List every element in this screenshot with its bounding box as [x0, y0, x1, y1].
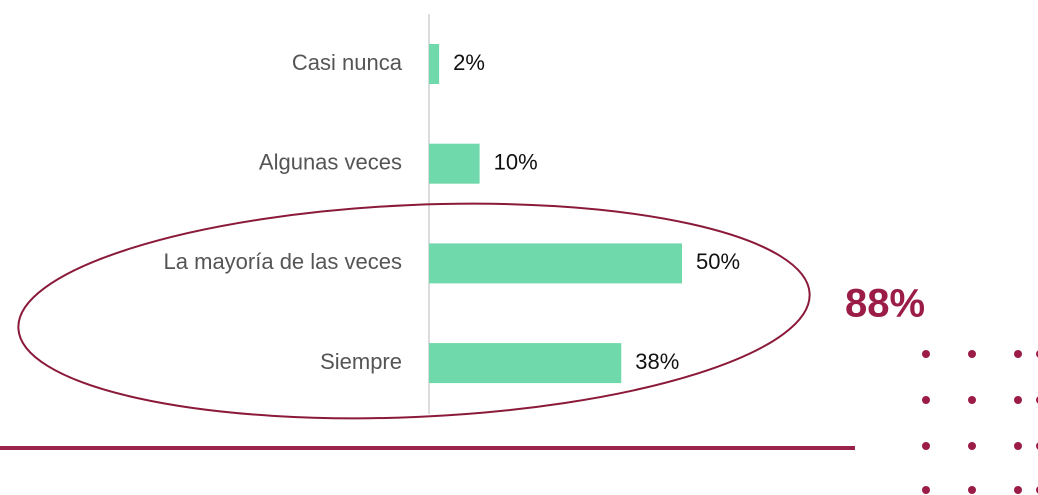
bar: [429, 44, 440, 84]
bar: [429, 143, 480, 184]
value-label: 50%: [696, 249, 740, 274]
highlight-ellipse: [17, 202, 811, 420]
category-label: Casi nunca: [292, 50, 403, 75]
bar: [429, 243, 682, 284]
value-label: 2%: [453, 50, 485, 75]
annotation: 88%: [845, 282, 925, 326]
dot-pattern: [922, 350, 1038, 494]
category-label: Algunas veces: [259, 150, 402, 175]
bar: [429, 343, 622, 384]
value-label: 38%: [635, 349, 679, 374]
value-label: 10%: [494, 150, 538, 175]
category-label: La mayoría de las veces: [164, 249, 402, 274]
category-label: Siempre: [320, 349, 402, 374]
